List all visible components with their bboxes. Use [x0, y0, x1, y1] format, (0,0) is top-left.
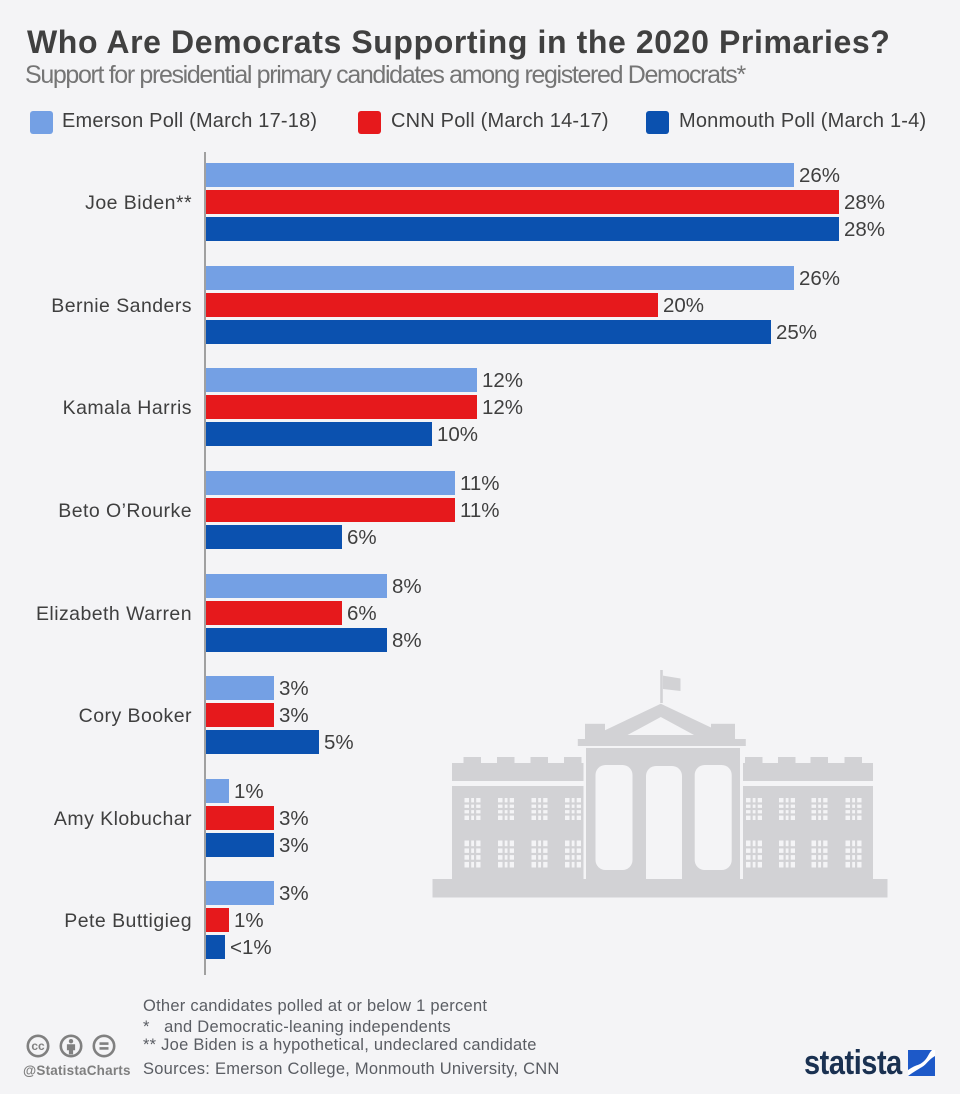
svg-text:cc: cc	[31, 1039, 45, 1053]
